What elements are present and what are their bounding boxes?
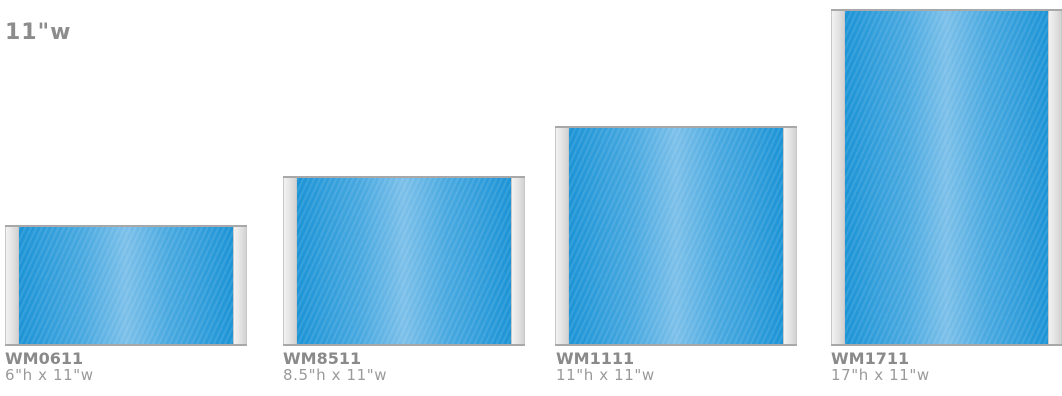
sign-image-wm8511 <box>283 176 525 346</box>
left-rail <box>283 178 297 344</box>
product-size: 17"h x 11"w <box>831 366 930 384</box>
product-caption-wm8511: WM8511 8.5"h x 11"w <box>283 350 387 384</box>
right-rail <box>233 227 247 344</box>
right-rail <box>1048 11 1062 344</box>
left-rail <box>5 227 19 344</box>
sign-image-wm1111 <box>555 126 797 346</box>
product-caption-wm1111: WM1111 11"h x 11"w <box>556 350 655 384</box>
product-model: WM1711 <box>831 349 910 368</box>
left-rail <box>831 11 845 344</box>
sign-image-wm0611 <box>5 225 247 346</box>
sign-panel <box>297 178 511 344</box>
product-size: 11"h x 11"w <box>556 366 655 384</box>
product-caption-wm1711: WM1711 17"h x 11"w <box>831 350 930 384</box>
width-heading: 11"w <box>5 20 72 45</box>
left-rail <box>555 128 569 344</box>
product-size: 6"h x 11"w <box>5 366 94 384</box>
product-model: WM0611 <box>5 349 84 368</box>
product-model: WM1111 <box>556 349 635 368</box>
right-rail <box>783 128 797 344</box>
sign-panel <box>569 128 783 344</box>
sign-image-wm1711 <box>831 9 1062 346</box>
right-rail <box>511 178 525 344</box>
product-model: WM8511 <box>283 349 362 368</box>
sign-panel <box>845 11 1048 344</box>
sign-panel <box>19 227 233 344</box>
product-size: 8.5"h x 11"w <box>283 366 388 384</box>
product-caption-wm0611: WM0611 6"h x 11"w <box>5 350 94 384</box>
